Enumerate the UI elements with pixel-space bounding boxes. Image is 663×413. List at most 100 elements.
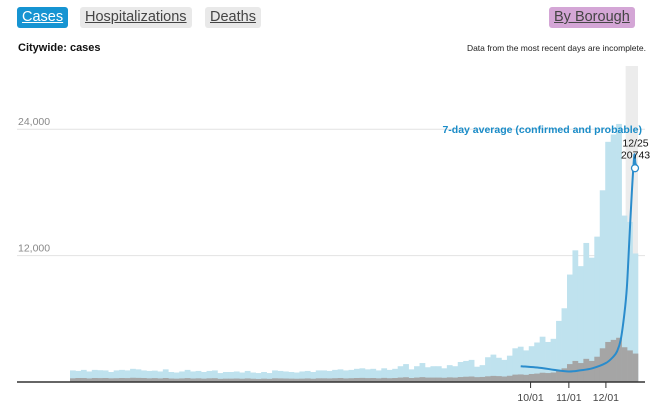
probable-cases-bar <box>561 368 568 382</box>
confirmed-cases-bar <box>605 141 611 382</box>
confirmed-cases-bar <box>91 369 98 382</box>
x-tick-label: 10/01 <box>517 392 543 404</box>
probable-cases-bar <box>277 378 284 382</box>
probable-cases-bar <box>364 378 371 382</box>
confirmed-cases-bar <box>201 371 207 382</box>
probable-cases-bar <box>425 377 431 382</box>
confirmed-cases-bar <box>621 215 628 382</box>
confirmed-cases-bar <box>315 370 322 382</box>
confirmed-cases-bar <box>496 357 502 382</box>
probable-cases-bar <box>474 377 480 382</box>
confirmed-cases-bar <box>550 338 557 382</box>
by-borough-button[interactable]: By Borough <box>549 7 635 28</box>
probable-cases-bar <box>321 378 327 382</box>
confirmed-cases-bar <box>506 355 513 382</box>
probable-cases-bar <box>315 378 322 382</box>
confirmed-cases-bar <box>364 369 371 382</box>
confirmed-cases-bar <box>354 368 360 382</box>
probable-cases-bar <box>392 377 398 382</box>
probable-cases-bar <box>588 360 595 382</box>
confirmed-cases-bar <box>250 372 256 382</box>
probable-cases-bar <box>206 378 213 382</box>
confirmed-cases-bar <box>80 369 87 382</box>
confirmed-cases-bar <box>124 370 131 382</box>
x-tick-label: 12/01 <box>593 392 619 404</box>
probable-cases-bar <box>441 377 448 382</box>
highlight-point[interactable] <box>630 164 640 173</box>
probable-cases-bar <box>157 378 164 382</box>
confirmed-cases-bar <box>113 370 120 382</box>
confirmed-cases-bar <box>381 368 388 382</box>
probable-cases-bar <box>419 377 426 382</box>
confirmed-cases-bar <box>206 370 213 382</box>
confirmed-cases-bar <box>272 370 278 382</box>
probable-cases-bar <box>179 378 185 382</box>
confirmed-cases-bar <box>583 242 590 382</box>
confirmed-cases-bar <box>452 366 459 382</box>
probable-cases-bar <box>446 377 453 382</box>
gridlines: 12,000 24,000 <box>17 116 645 257</box>
confirmed-cases-bar <box>419 363 426 382</box>
probable-cases-bar <box>359 377 366 382</box>
probable-cases-bar <box>632 353 639 382</box>
tab-hospitalizations[interactable]: Hospitalizations <box>80 7 192 28</box>
confirmed-cases-bar <box>359 368 366 382</box>
probable-cases-bar <box>97 378 104 382</box>
x-tick-label: 11/01 <box>556 392 582 404</box>
confirmed-cases-bar <box>425 367 431 382</box>
probable-cases-bar <box>119 377 125 382</box>
confirmed-cases-bar <box>561 308 568 382</box>
probable-cases-bar <box>545 373 551 382</box>
confirmed-cases-bar <box>610 134 617 382</box>
probable-cases-bar <box>151 378 158 382</box>
probable-cases-bar <box>304 378 311 382</box>
probable-cases-bar <box>310 378 317 382</box>
confirmed-cases-bar <box>157 371 164 382</box>
confirmed-cases-bar <box>441 368 448 382</box>
confirmed-cases-bar <box>517 346 524 382</box>
probable-cases-bar <box>141 377 147 382</box>
incomplete-data-note: Data from the most recent days are incom… <box>466 43 646 53</box>
confirmed-cases-bar <box>162 369 169 382</box>
confirmed-cases-bar <box>261 371 267 382</box>
probable-cases-bar <box>250 378 256 382</box>
confirmed-cases-bar <box>293 372 300 382</box>
confirmed-cases-bar <box>233 371 240 382</box>
confirmed-cases-bar <box>130 368 136 382</box>
tab-cases[interactable]: Cases <box>17 7 69 28</box>
probable-cases-bar <box>222 378 229 382</box>
confirmed-cases-bar <box>217 373 224 382</box>
confirmed-cases-bar <box>588 257 595 382</box>
probable-cases-bar <box>354 377 360 382</box>
confirmed-cases-bar <box>141 370 147 382</box>
probable-cases-bar <box>534 373 540 382</box>
probable-cases-bar <box>621 347 628 382</box>
confirmed-cases-bar <box>195 370 202 382</box>
probable-cases-bar <box>162 377 169 382</box>
probable-cases-bar <box>135 377 142 382</box>
probable-cases-bar <box>457 377 464 382</box>
probable-cases-bar <box>184 378 191 382</box>
confirmed-cases-bar <box>173 372 180 382</box>
chart-subtitle: Citywide: cases <box>18 42 101 54</box>
confirmed-cases-bar <box>474 366 480 382</box>
probable-cases-bar <box>594 356 601 382</box>
probable-cases-bar <box>403 377 409 382</box>
confirmed-cases-bar <box>266 373 273 382</box>
confirmed-cases-bar <box>430 366 437 382</box>
probable-cases-bar <box>517 374 524 382</box>
probable-cases-bar <box>266 378 273 382</box>
probable-cases-bar <box>91 377 98 382</box>
probable-cases-bar <box>430 377 437 382</box>
confirmed-cases-bar <box>545 341 551 382</box>
confirmed-cases-bar <box>414 366 420 382</box>
confirmed-cases-bar <box>435 366 442 382</box>
confirmed-cases-bar <box>326 370 333 382</box>
tab-deaths[interactable]: Deaths <box>205 7 261 28</box>
confirmed-cases-bar <box>288 371 295 382</box>
probable-cases-bar <box>70 378 76 382</box>
probable-cases-bar <box>299 378 306 382</box>
confirmed-cases-bar <box>70 370 76 382</box>
probable-cases-bar <box>113 378 120 382</box>
